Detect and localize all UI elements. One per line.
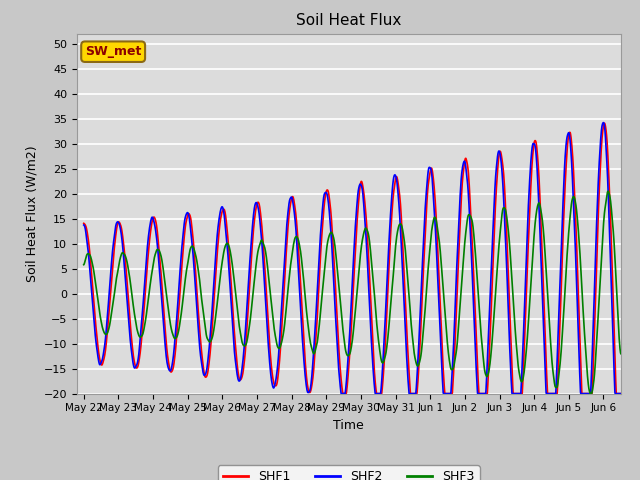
SHF2 — [108, 264, 115, 270]
SHF3 — [341, 343, 349, 348]
Text: SW_met: SW_met — [85, 45, 141, 58]
SHF1 — [108, 283, 115, 289]
SHF2 — [602, 139, 609, 145]
Title: Soil Heat Flux: Soil Heat Flux — [296, 13, 401, 28]
SHF3 — [503, 213, 511, 219]
SHF2 — [341, 391, 349, 396]
SHF2 — [600, 120, 607, 125]
SHF3 — [602, 204, 609, 210]
SHF2 — [602, 135, 609, 141]
Y-axis label: Soil Heat Flux (W/m2): Soil Heat Flux (W/m2) — [25, 145, 38, 282]
SHF1 — [341, 391, 349, 396]
Legend: SHF1, SHF2, SHF3: SHF1, SHF2, SHF3 — [218, 465, 480, 480]
SHF1 — [80, 220, 88, 226]
SHF2 — [617, 391, 625, 396]
SHF3 — [108, 313, 115, 319]
SHF1 — [617, 391, 625, 396]
SHF3 — [327, 230, 335, 236]
SHF3 — [587, 391, 595, 396]
SHF1 — [339, 391, 347, 396]
SHF3 — [617, 351, 625, 357]
SHF3 — [602, 203, 609, 208]
Line: SHF1: SHF1 — [84, 123, 621, 394]
SHF1 — [503, 236, 511, 241]
SHF3 — [80, 262, 88, 267]
SHF1 — [600, 120, 608, 126]
SHF2 — [503, 269, 511, 275]
SHF3 — [604, 188, 612, 194]
X-axis label: Time: Time — [333, 419, 364, 432]
SHF1 — [327, 207, 335, 213]
Line: SHF3: SHF3 — [84, 191, 621, 394]
Line: SHF2: SHF2 — [84, 122, 621, 394]
SHF2 — [337, 391, 345, 396]
SHF2 — [327, 226, 335, 231]
SHF2 — [80, 222, 88, 228]
SHF1 — [602, 123, 609, 129]
SHF1 — [602, 125, 609, 131]
